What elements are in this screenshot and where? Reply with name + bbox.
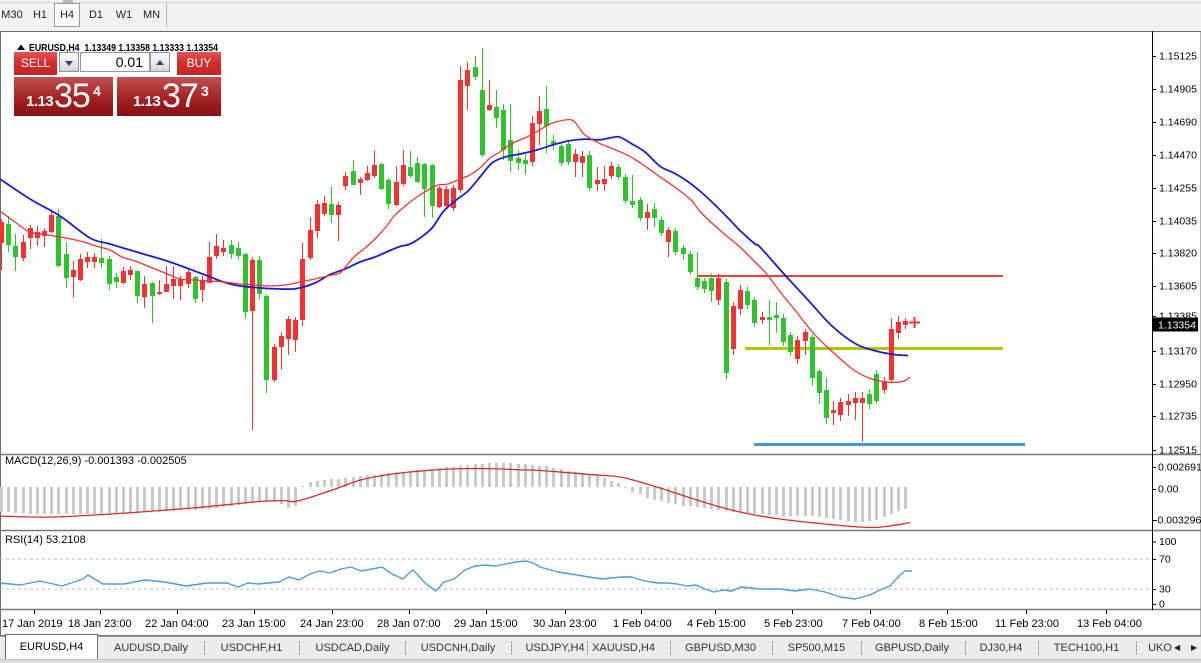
svg-text:1.14690: 1.14690 bbox=[1159, 117, 1197, 129]
svg-text:1.13820: 1.13820 bbox=[1159, 248, 1197, 260]
svg-text:1.12950: 1.12950 bbox=[1159, 379, 1197, 391]
svg-text:22 Jan 04:00: 22 Jan 04:00 bbox=[145, 618, 209, 630]
svg-text:13 Feb 04:00: 13 Feb 04:00 bbox=[1077, 618, 1142, 630]
svg-text:1.14255: 1.14255 bbox=[1159, 183, 1197, 195]
svg-text:18 Jan 23:00: 18 Jan 23:00 bbox=[68, 618, 132, 630]
svg-text:1.12735: 1.12735 bbox=[1159, 411, 1197, 423]
svg-text:70: 70 bbox=[1159, 554, 1171, 566]
svg-text:30: 30 bbox=[1159, 584, 1171, 596]
svg-text:1.14035: 1.14035 bbox=[1159, 216, 1197, 228]
svg-text:-0.003296: -0.003296 bbox=[1154, 515, 1201, 527]
svg-text:1.12515: 1.12515 bbox=[1159, 445, 1197, 457]
svg-text:1.13354: 1.13354 bbox=[1158, 320, 1196, 332]
svg-text:0: 0 bbox=[1159, 599, 1165, 611]
svg-text:0.00: 0.00 bbox=[1158, 484, 1179, 496]
svg-text:4 Feb 15:00: 4 Feb 15:00 bbox=[687, 618, 746, 630]
svg-text:29 Jan 15:00: 29 Jan 15:00 bbox=[454, 618, 518, 630]
svg-text:1.13170: 1.13170 bbox=[1159, 346, 1197, 358]
svg-text:0.002691: 0.002691 bbox=[1158, 462, 1201, 474]
svg-text:24 Jan 23:00: 24 Jan 23:00 bbox=[300, 618, 364, 630]
svg-text:23 Jan 15:00: 23 Jan 15:00 bbox=[222, 618, 286, 630]
svg-text:MACD(12,26,9) -0.001393 -0.002: MACD(12,26,9) -0.001393 -0.002505 bbox=[5, 455, 187, 467]
svg-text:1.14905: 1.14905 bbox=[1159, 84, 1197, 96]
svg-text:EURUSD,H4 1.13349 1.13358 1.1: EURUSD,H4 1.13349 1.13358 1.13333 1.1335… bbox=[29, 42, 218, 54]
svg-text:1.15125: 1.15125 bbox=[1159, 51, 1197, 63]
svg-text:1.13605: 1.13605 bbox=[1159, 281, 1197, 293]
svg-text:7 Feb 04:00: 7 Feb 04:00 bbox=[842, 618, 901, 630]
svg-text:100: 100 bbox=[1159, 536, 1177, 548]
svg-text:8 Feb 15:00: 8 Feb 15:00 bbox=[919, 618, 978, 630]
svg-text:28 Jan 07:00: 28 Jan 07:00 bbox=[377, 618, 441, 630]
svg-text:30 Jan 23:00: 30 Jan 23:00 bbox=[533, 618, 597, 630]
svg-text:5 Feb 23:00: 5 Feb 23:00 bbox=[764, 618, 823, 630]
svg-text:1 Feb 04:00: 1 Feb 04:00 bbox=[613, 618, 672, 630]
svg-text:1.14470: 1.14470 bbox=[1159, 150, 1197, 162]
svg-text:17 Jan 2019: 17 Jan 2019 bbox=[2, 618, 63, 630]
svg-text:11 Feb 23:00: 11 Feb 23:00 bbox=[995, 618, 1059, 630]
svg-text:RSI(14) 53.2108: RSI(14) 53.2108 bbox=[5, 534, 86, 546]
